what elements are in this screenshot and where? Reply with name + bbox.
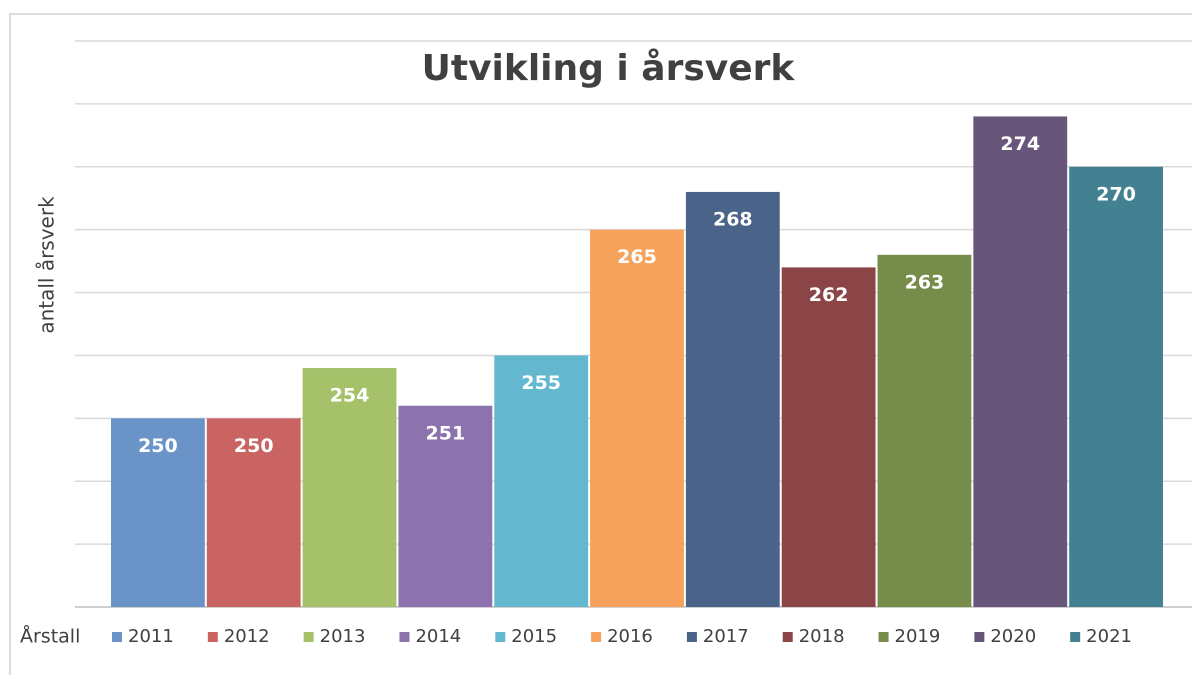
legend-swatch [974,632,985,642]
bar [494,355,589,607]
bar [1069,166,1163,607]
legend-label: 2015 [511,626,557,647]
legend-label: 2020 [990,626,1036,647]
legend-label: 2017 [703,626,749,647]
legend-label: 2013 [320,626,366,647]
data-label: 255 [521,372,561,394]
legend-label: 2021 [1086,626,1132,647]
chart-title: Utvikling i årsverk [422,48,796,89]
bar [206,418,301,607]
data-label: 254 [330,385,370,407]
data-label: 262 [809,284,849,306]
data-label: 251 [426,422,466,444]
legend-swatch [878,632,889,642]
legend-label: 2014 [415,626,461,647]
bar [111,418,205,607]
legend-label: 2012 [224,626,270,647]
data-label: 250 [138,435,178,457]
y-axis-label: antall årsverk [35,196,59,334]
legend-swatch [591,632,602,642]
legend-swatch [495,632,506,642]
legend-label: 2019 [895,626,941,647]
legend-swatch [303,632,314,642]
data-label: 250 [234,435,274,457]
legend-swatch [399,632,410,642]
legend-swatch [686,632,697,642]
data-label: 265 [617,246,657,268]
bar [781,267,876,607]
data-label: 274 [1000,133,1040,155]
legend-swatch [1070,632,1081,642]
legend-label: 2016 [607,626,653,647]
bar [590,229,684,607]
data-label: 263 [905,271,945,293]
chart-frame [9,13,1192,675]
bar [877,254,972,608]
data-label: 270 [1096,183,1136,205]
legend-swatch [112,632,122,642]
legend-swatch [782,632,793,642]
bar [398,405,493,607]
legend-title: Årstall [20,625,80,648]
legend-label: 2018 [799,626,845,647]
bar [302,368,397,607]
legend-label: 2011 [128,626,174,647]
legend-swatch [207,632,218,642]
bar [685,191,780,607]
data-label: 268 [713,208,753,230]
bar [973,116,1068,607]
